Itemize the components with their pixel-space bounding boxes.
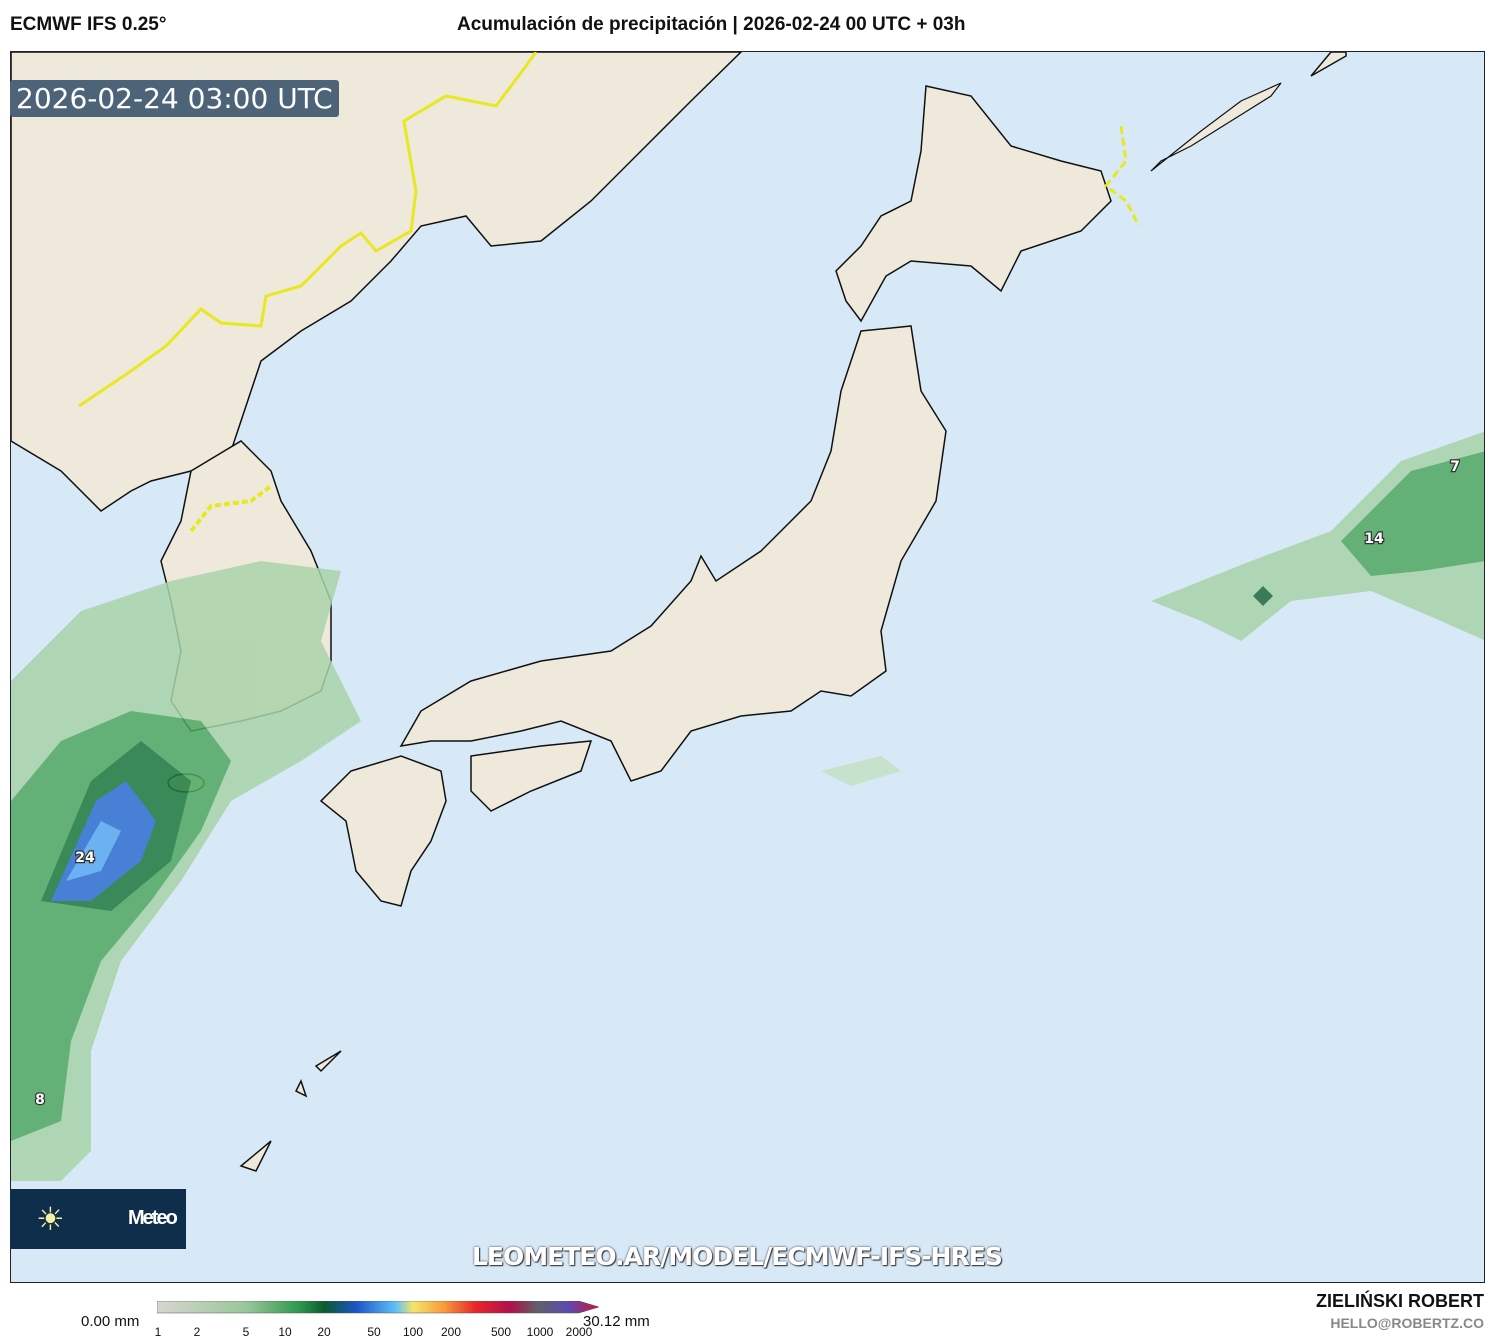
model-name: ECMWF IFS 0.25° — [10, 14, 167, 35]
map-canvas: 24 8 7 14 — [11, 52, 1484, 1181]
colorbar-tick: 1 — [154, 1325, 162, 1339]
colorbar-tick: 5 — [242, 1325, 250, 1339]
precipitation-map[interactable]: 24 8 7 14 — [10, 51, 1485, 1283]
colorbar-tick: 500 — [490, 1325, 512, 1339]
colorbar-tick: 100 — [402, 1325, 424, 1339]
value-label: 7 — [1450, 459, 1460, 475]
precipitation-field — [11, 431, 1484, 1181]
legend-max-label: 30.12 mm — [583, 1313, 650, 1330]
land-kyushu — [319, 755, 447, 907]
border-dmz — [189, 484, 273, 533]
land-hokkaido — [835, 85, 1112, 323]
border-china-korea — [78, 52, 538, 408]
colorbar-tick: 200 — [440, 1325, 462, 1339]
colorbar-tick: 1000 — [526, 1325, 554, 1339]
map-title: Acumulación de precipitación | 2026-02-2… — [457, 14, 966, 35]
legend-min-label: 0.00 mm — [81, 1313, 140, 1330]
land-sakhalin — [1310, 52, 1347, 77]
author-email[interactable]: HELLO@ROBERTZ.CO — [1330, 1315, 1484, 1331]
value-label: 8 — [35, 1092, 45, 1108]
colorbar-tick: 20 — [317, 1325, 331, 1339]
colorbar-tick: 10 — [278, 1325, 292, 1339]
valid-time-badge: 2026-02-24 03:00 UTC — [10, 80, 339, 117]
land-mainland — [11, 52, 743, 512]
border-kurils — [1103, 125, 1141, 227]
colorbar-tick: 50 — [367, 1325, 381, 1339]
colorbar-tick: 2000 — [565, 1325, 593, 1339]
watermark-url: LEOMETEO.AR/MODEL/ECMWF-IFS-HRES — [472, 1242, 1003, 1271]
land-kurils — [1150, 82, 1282, 172]
land-honshu — [399, 325, 947, 782]
logo[interactable]: ☀ Meteo — [10, 1189, 186, 1249]
land-ryukyu — [239, 1050, 342, 1172]
author-name: ZIELIŃSKI ROBERT — [1315, 1291, 1484, 1311]
value-label: 24 — [75, 850, 95, 866]
colorbar — [157, 1301, 600, 1314]
value-label: 14 — [1364, 531, 1384, 547]
colorbar-tick: 2 — [193, 1325, 201, 1339]
logo-text: Meteo — [128, 1207, 178, 1229]
land-shikoku — [470, 740, 593, 812]
sun-icon: ☀ — [36, 1201, 65, 1237]
